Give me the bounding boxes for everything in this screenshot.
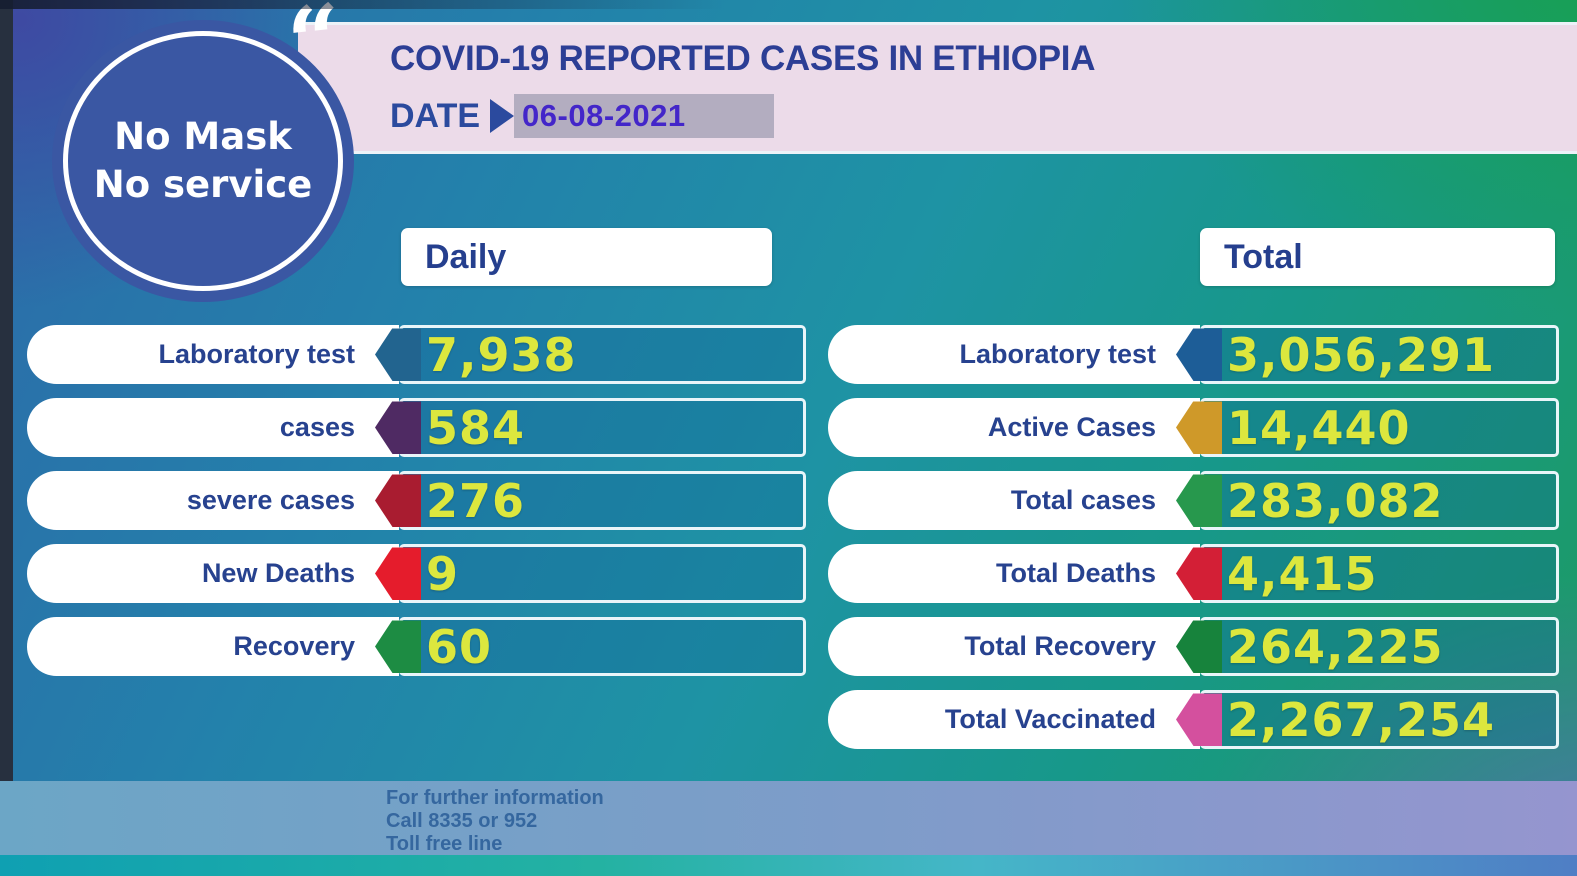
daily-row-severe-cases: severe cases 276	[27, 471, 806, 530]
row-value: 9	[426, 546, 460, 601]
row-value-box: 4,415	[1176, 544, 1559, 603]
total-row-total-recovery: Total Recovery 264,225	[828, 617, 1559, 676]
row-value: 584	[426, 400, 526, 455]
footer-line1: For further information	[386, 787, 604, 809]
row-value-box: 14,440	[1176, 398, 1559, 457]
daily-row-cases: cases 584	[27, 398, 806, 457]
footer-line2: Call 8335 or 952	[386, 810, 538, 832]
row-value: 14,440	[1227, 400, 1411, 455]
daily-column-header: Daily	[401, 228, 772, 286]
row-label-pill: severe cases	[27, 471, 399, 530]
daily-row-laboratory-test: Laboratory test 7,938	[27, 325, 806, 384]
total-row-laboratory-test: Laboratory test 3,056,291	[828, 325, 1559, 384]
row-value: 4,415	[1227, 546, 1378, 601]
header-band: COVID-19 REPORTED CASES IN ETHIOPIA DATE…	[298, 22, 1577, 154]
row-value: 3,056,291	[1227, 327, 1495, 382]
total-row-total-deaths: Total Deaths 4,415	[828, 544, 1559, 603]
row-label: Laboratory test	[959, 339, 1156, 369]
row-label-pill: New Deaths	[27, 544, 399, 603]
daily-header-label: Daily	[425, 237, 507, 276]
row-label: Total Deaths	[995, 558, 1156, 588]
row-value: 276	[426, 473, 526, 528]
row-label: New Deaths	[201, 558, 355, 588]
row-value-box: 276	[375, 471, 806, 530]
row-value-box: 2,267,254	[1176, 690, 1559, 749]
badge-line1: No Mask	[114, 114, 292, 158]
row-value-box: 3,056,291	[1176, 325, 1559, 384]
top-edge-strip	[0, 0, 726, 9]
daily-row-recovery: Recovery 60	[27, 617, 806, 676]
row-label: cases	[279, 412, 355, 442]
total-row-active-cases: Active Cases 14,440	[828, 398, 1559, 457]
footer-contact-info: For further information Call 8335 or 952…	[386, 787, 604, 856]
page-title: COVID-19 REPORTED CASES IN ETHIOPIA	[390, 39, 1096, 78]
row-label-pill: Total Deaths	[828, 544, 1200, 603]
row-label-pill: Active Cases	[828, 398, 1200, 457]
left-edge-strip	[0, 0, 13, 876]
row-value-box: 60	[375, 617, 806, 676]
row-label: Total Vaccinated	[944, 704, 1156, 734]
row-value: 264,225	[1227, 619, 1444, 674]
row-label-pill: Total Recovery	[828, 617, 1200, 676]
row-label: Recovery	[233, 631, 355, 661]
row-label-pill: Recovery	[27, 617, 399, 676]
row-value-box: 283,082	[1176, 471, 1559, 530]
play-triangle-icon	[490, 99, 515, 133]
badge-line2: No service	[93, 163, 313, 206]
row-label-pill: Total Vaccinated	[828, 690, 1200, 749]
date-label: DATE	[390, 96, 481, 135]
total-row-total-cases: Total cases 283,082	[828, 471, 1559, 530]
row-label: severe cases	[186, 485, 355, 515]
row-label-pill: Laboratory test	[27, 325, 399, 384]
row-label-pill: Laboratory test	[828, 325, 1200, 384]
total-header-label: Total	[1224, 237, 1303, 276]
row-label-pill: Total cases	[828, 471, 1200, 530]
no-mask-badge-ring: No Mask No service	[63, 31, 343, 291]
row-label: Total cases	[1010, 485, 1156, 515]
row-value-box: 584	[375, 398, 806, 457]
footer-band: For further information Call 8335 or 952…	[0, 781, 1577, 855]
daily-row-new-deaths: New Deaths 9	[27, 544, 806, 603]
no-mask-badge: “ No Mask No service	[52, 0, 354, 302]
row-label: Active Cases	[987, 412, 1156, 442]
row-value: 7,938	[426, 327, 577, 382]
row-label-pill: cases	[27, 398, 399, 457]
total-row-total-vaccinated: Total Vaccinated 2,267,254	[828, 690, 1559, 749]
row-value-box: 264,225	[1176, 617, 1559, 676]
row-value-box: 9	[375, 544, 806, 603]
row-value: 283,082	[1227, 473, 1444, 528]
total-column-header: Total	[1200, 228, 1555, 286]
date-box: 06-08-2021	[514, 94, 775, 138]
row-value: 2,267,254	[1227, 692, 1495, 747]
date-value: 06-08-2021	[522, 98, 686, 133]
bottom-color-strip	[0, 855, 1577, 876]
row-value: 60	[426, 619, 493, 674]
row-value-box: 7,938	[375, 325, 806, 384]
row-label: Laboratory test	[158, 339, 355, 369]
row-label: Total Recovery	[964, 631, 1156, 661]
date-row: DATE 06-08-2021	[390, 93, 775, 139]
footer-line3: Toll free line	[386, 833, 503, 855]
